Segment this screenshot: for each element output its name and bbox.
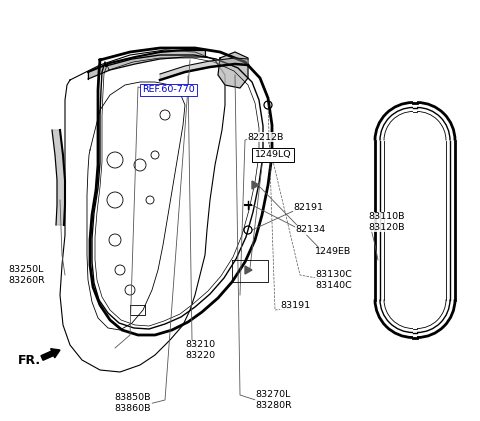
Text: 83110B
83120B: 83110B 83120B	[368, 212, 405, 232]
Text: 82134: 82134	[295, 226, 325, 234]
Text: 83210
83220: 83210 83220	[185, 340, 215, 360]
Polygon shape	[160, 58, 248, 80]
Polygon shape	[218, 52, 248, 88]
Text: 1249LQ: 1249LQ	[255, 150, 292, 160]
Text: 83850B
83860B: 83850B 83860B	[115, 393, 151, 413]
Polygon shape	[252, 181, 259, 189]
Text: 83130C
83140C: 83130C 83140C	[315, 270, 352, 290]
Text: 83270L
83280R: 83270L 83280R	[255, 390, 292, 410]
FancyArrow shape	[41, 349, 60, 360]
Text: 82212B: 82212B	[247, 133, 283, 141]
Polygon shape	[88, 50, 205, 79]
Text: FR.: FR.	[18, 354, 41, 367]
Text: 82191: 82191	[293, 203, 323, 211]
Text: REF.60-770: REF.60-770	[142, 85, 195, 94]
Text: 1249EB: 1249EB	[315, 248, 351, 256]
Text: 83250L
83260R: 83250L 83260R	[8, 265, 45, 285]
Polygon shape	[245, 266, 252, 274]
Polygon shape	[52, 130, 65, 225]
Text: 83191: 83191	[280, 301, 310, 309]
